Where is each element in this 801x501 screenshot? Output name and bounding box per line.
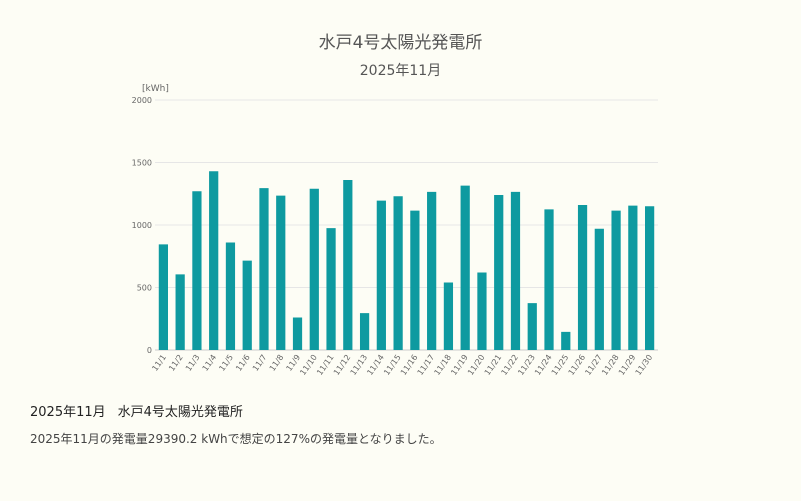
x-tick-label: 11/2 (167, 353, 185, 373)
bar-11/27 (594, 228, 604, 350)
summary-text: 2025年11月の発電量29390.2 kWhで想定の127%の発電量となりまし… (30, 432, 442, 446)
bar-11/22 (510, 191, 521, 350)
x-tick-label: 11/4 (201, 353, 219, 373)
bar-11/18 (443, 282, 454, 350)
summary-heading-month: 2025年11月 (30, 405, 106, 420)
y-tick-label: 500 (137, 284, 152, 293)
bar-11/26 (577, 205, 588, 350)
x-tick-label: 11/6 (234, 353, 252, 373)
bar-11/30 (645, 206, 655, 350)
bar-11/16 (410, 210, 420, 350)
bar-11/3 (192, 191, 202, 350)
bar-11/24 (544, 209, 554, 350)
bar-11/1 (158, 244, 168, 350)
bar-11/15 (393, 196, 403, 350)
bar-11/21 (494, 195, 504, 350)
chart-subtitle: 2025年11月 (359, 63, 442, 79)
x-tick-label: 11/30 (634, 353, 655, 377)
y-tick-label: 0 (147, 346, 152, 355)
bar-11/4 (209, 171, 219, 350)
x-tick-label: 11/3 (184, 353, 202, 373)
bar-11/23 (527, 303, 537, 350)
bar-11/8 (276, 195, 286, 350)
bar-11/29 (628, 205, 638, 350)
bar-11/19 (460, 185, 470, 350)
bar-11/5 (225, 242, 236, 350)
bar-11/14 (376, 200, 386, 350)
y-axis-label: [kWh] (142, 84, 169, 94)
summary-heading: 2025年11月 水戸4号太陽光発電所 (30, 401, 243, 420)
y-tick-labels: 0 500 1000 1500 2000 (132, 96, 152, 355)
bar-11/9 (292, 317, 303, 350)
bar-11/17 (427, 191, 437, 350)
bar-11/7 (259, 188, 269, 350)
chart-title: 水戸4号太陽光発電所 (318, 33, 483, 53)
bar-11/6 (242, 260, 252, 350)
bars (158, 171, 655, 350)
summary-heading-station: 水戸4号太陽光発電所 (117, 405, 243, 420)
bar-11/11 (326, 228, 336, 350)
y-tick-label: 1500 (132, 159, 152, 168)
x-tick-label: 11/8 (268, 353, 286, 373)
bar-11/20 (477, 272, 487, 350)
bar-11/13 (359, 313, 370, 350)
x-tick-label: 11/1 (150, 353, 168, 373)
bar-11/10 (309, 188, 319, 350)
x-tick-labels: 11/1 11/2 11/3 11/4 11/5 11/6 11/7 11/8 11/911/1… (150, 353, 654, 377)
grid-lines (155, 99, 658, 351)
bar-11/28 (611, 210, 621, 350)
x-tick-label: 11/5 (217, 353, 235, 373)
y-tick-label: 1000 (132, 221, 152, 230)
bar-11/12 (343, 180, 353, 350)
bar-11/25 (561, 331, 571, 350)
bar-11/2 (175, 274, 185, 350)
y-tick-label: 2000 (132, 96, 152, 105)
x-tick-label: 11/7 (251, 353, 269, 373)
